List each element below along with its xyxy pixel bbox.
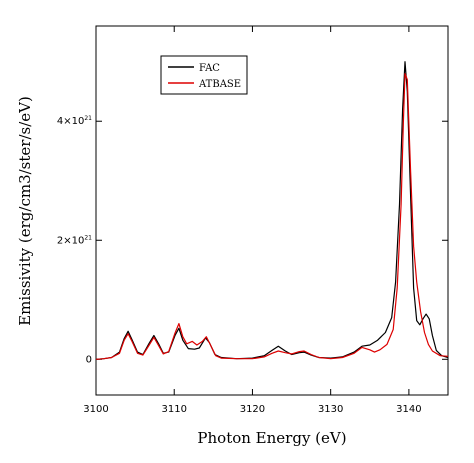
x-tick-label: 3120 <box>240 404 265 415</box>
y-axis-title: Emissivity (erg/cm3/ster/s/eV) <box>16 96 34 326</box>
series-line-atbase <box>95 73 449 360</box>
legend: FAC ATBASE <box>160 55 248 95</box>
y-tick-label: 2×1021 <box>57 234 92 246</box>
x-axis-title: Photon Energy (eV) <box>197 429 346 447</box>
y-tick-label: 0 <box>86 354 92 365</box>
series-layer <box>95 61 449 360</box>
series-line-fac <box>95 61 449 360</box>
y-tick-label-exponent: 21 <box>84 234 92 241</box>
y-tick-label-base: 0 <box>86 354 92 365</box>
legend-label-atbase: ATBASE <box>198 79 241 90</box>
x-tick-label: 3130 <box>318 404 343 415</box>
x-tick-label: 3140 <box>396 404 421 415</box>
y-tick-label-base: 2×10 <box>57 235 84 246</box>
legend-label-fac: FAC <box>199 63 220 74</box>
x-tick-label: 3100 <box>83 404 108 415</box>
y-tick-label: 4×1021 <box>57 115 92 127</box>
legend-box <box>160 55 248 95</box>
x-tick-label: 3110 <box>161 404 186 415</box>
x-axis: 3100 3110 3120 3130 3140 <box>83 26 422 415</box>
plot-frame <box>95 25 449 396</box>
y-tick-label-exponent: 21 <box>84 115 92 122</box>
y-tick-label-base: 4×10 <box>57 116 84 127</box>
